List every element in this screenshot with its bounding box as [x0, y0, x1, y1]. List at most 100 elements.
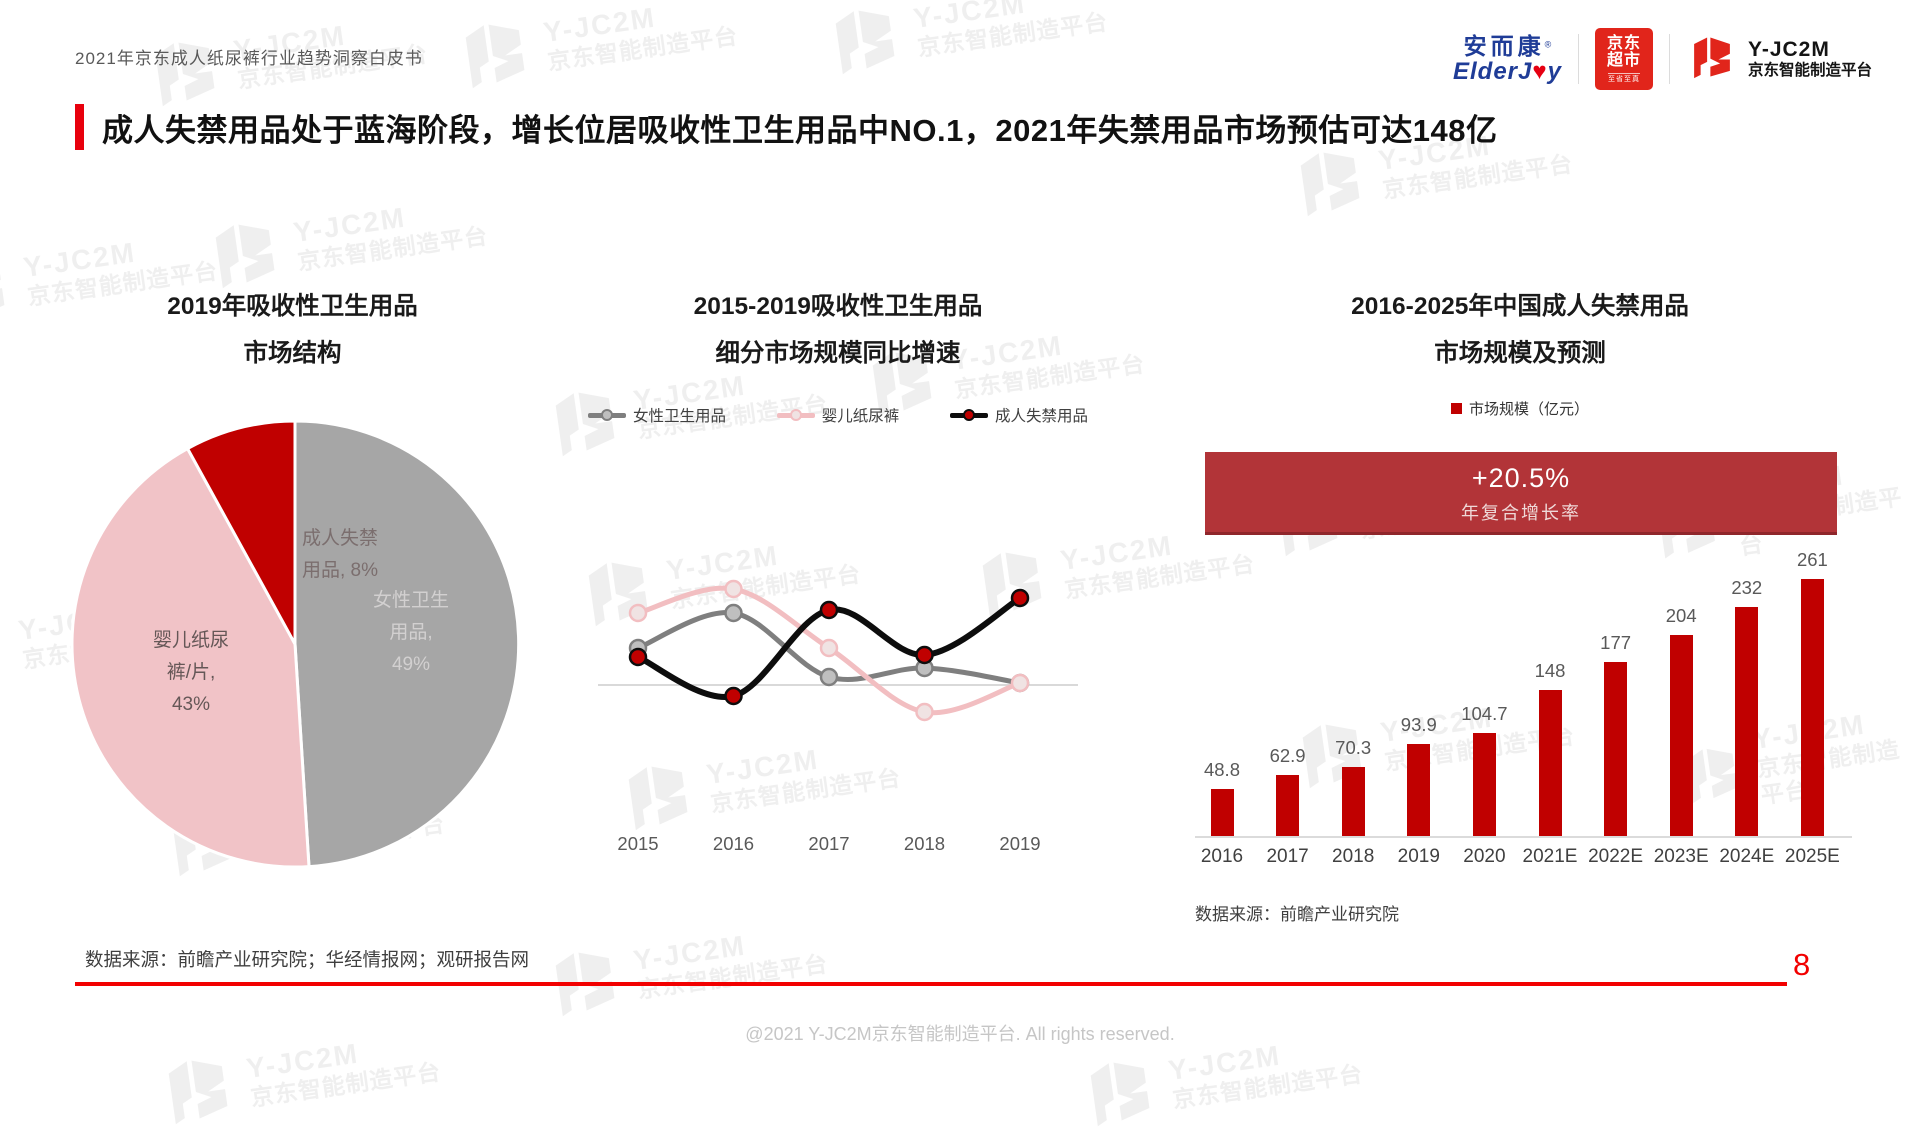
- headline-block: 成人失禁用品处于蓝海阶段，增长位居吸收性卫生用品中NO.1，2021年失禁用品市…: [75, 104, 1498, 150]
- footer-divider-line: [75, 982, 1787, 986]
- bar-value-label: 104.7: [1461, 703, 1508, 724]
- bar-value-label: 261: [1796, 549, 1828, 570]
- pie-label-female-hygiene: 女性卫生 用品, 49%: [372, 590, 449, 675]
- legend-marker-icon: [776, 408, 815, 422]
- bar-chart-legend: 市场规模（亿元）: [1190, 398, 1850, 419]
- bar-category-label: 2025E: [1784, 846, 1840, 867]
- legend-item-baby-diaper: 婴儿纸尿裤: [776, 404, 899, 426]
- line-chart-legend: 女性卫生用品 婴儿纸尿裤 成人失禁用品: [588, 404, 1088, 426]
- page-number: 8: [1793, 947, 1811, 982]
- data-point: [628, 603, 648, 623]
- jd-line1: 京东: [1606, 34, 1641, 52]
- cagr-value: +20.5%: [1471, 463, 1571, 493]
- pie-slice: [70, 447, 311, 869]
- elderjoy-en-tail: y: [1547, 57, 1562, 85]
- bar-title-line2: 市场规模及预测: [1434, 340, 1606, 367]
- page-title: 成人失禁用品处于蓝海阶段，增长位居吸收性卫生用品中NO.1，2021年失禁用品市…: [102, 112, 1498, 148]
- legend-square-icon: [1450, 403, 1462, 414]
- line-x-label: 2019: [999, 833, 1041, 854]
- pie-chart-title: 2019年吸收性卫生用品 市场结构: [70, 283, 515, 377]
- elderjoy-cn: 安而康: [1463, 33, 1545, 59]
- line-x-label: 2016: [712, 833, 755, 854]
- data-point: [819, 667, 839, 687]
- pie-chart: [70, 419, 521, 869]
- data-point: [819, 600, 839, 620]
- line-title-line1: 2015-2019吸收性卫生用品: [693, 293, 983, 320]
- bar-category-label: 2023E: [1653, 846, 1709, 867]
- bar-2017: [1276, 775, 1300, 837]
- legend-item-adult-incontinence: 成人失禁用品: [949, 404, 1088, 426]
- bar-value-label: 148: [1534, 660, 1566, 681]
- data-point: [724, 686, 743, 706]
- bar-value-label: 93.9: [1400, 714, 1437, 735]
- bar-2018: [1341, 767, 1365, 837]
- legend-marker-icon: [949, 408, 988, 422]
- bar-category-label: 2024E: [1719, 846, 1775, 867]
- bar-category-label: 2022E: [1588, 846, 1644, 867]
- legend-marker-icon: [588, 408, 626, 422]
- pie-slice: [186, 419, 297, 646]
- legend-item-female-hygiene: 女性卫生用品: [588, 404, 726, 426]
- bar-2016: [1210, 789, 1234, 837]
- data-point: [915, 645, 934, 665]
- bar-category-label: 2019: [1397, 846, 1440, 867]
- bar-category-label: 2016: [1200, 846, 1244, 867]
- copyright-note: @2021 Y-JC2M京东智能制造平台. All rights reserve…: [745, 1024, 1175, 1044]
- yjc2m-logo-icon: [1686, 31, 1738, 88]
- bar-2025E: [1800, 579, 1824, 837]
- headline-accent-bar: [75, 104, 84, 150]
- document-title: 2021年京东成人纸尿裤行业趋势洞察白皮书: [75, 49, 423, 68]
- cagr-label: 年复合增长率: [1461, 503, 1581, 523]
- pie-title-line1: 2019年吸收性卫生用品: [167, 293, 418, 320]
- bar-value-label: 232: [1731, 577, 1763, 598]
- jd-slogan: 至省至真: [1607, 72, 1640, 84]
- bar-category-label: 2020: [1463, 846, 1506, 867]
- data-point: [915, 702, 934, 722]
- bar-2021E: [1538, 690, 1562, 837]
- pie-label-adult-incontinence: 成人失禁 用品, 8%: [301, 528, 379, 581]
- bar-value-label: 204: [1665, 605, 1697, 626]
- elderjoy-logo: 安而康® ElderJ♥y: [1453, 34, 1562, 84]
- pie-slice: [293, 419, 521, 869]
- bar-chart-source: 数据来源：前瞻产业研究院: [1195, 905, 1399, 924]
- yjc2m-name: Y-JC2M: [1747, 38, 1830, 62]
- pie-label-baby-diaper: 婴儿纸尿 裤/片, 43%: [152, 630, 229, 715]
- logo-area: 安而康® ElderJ♥y 京东 超市 至省至真 Y-JC2M 京东智能制造平台: [1453, 26, 1872, 92]
- line-x-label: 2017: [808, 833, 850, 854]
- bar-value-label: 177: [1600, 632, 1632, 653]
- jd-supermarket-logo: 京东 超市 至省至真: [1594, 28, 1653, 90]
- yjc2m-subname: 京东智能制造平台: [1747, 62, 1872, 80]
- data-point: [1010, 588, 1030, 608]
- bar-value-label: 62.9: [1269, 745, 1306, 766]
- data-point: [1010, 673, 1030, 693]
- cagr-banner: +20.5% 年复合增长率: [1205, 452, 1837, 535]
- line-x-label: 2018: [903, 833, 946, 854]
- data-point: [724, 579, 743, 599]
- elderjoy-en: ElderJ: [1453, 57, 1533, 85]
- bar-2020: [1472, 733, 1496, 837]
- data-point: [628, 647, 648, 667]
- bar-category-label: 2021E: [1522, 846, 1578, 867]
- data-point: [819, 638, 839, 658]
- jd-line2: 超市: [1606, 52, 1641, 70]
- heart-icon: ♥: [1532, 57, 1548, 85]
- pie-title-line2: 市场结构: [243, 340, 342, 367]
- bar-chart-plot: 48.8 62.9 70.3 93.9 104.7 148 177 204 232 261: [1190, 549, 1852, 837]
- bar-2024E: [1735, 607, 1759, 837]
- bar-value-label: 70.3: [1335, 737, 1372, 758]
- registered-mark-icon: ®: [1544, 39, 1552, 50]
- bar-category-label: 2018: [1332, 846, 1375, 867]
- data-point: [724, 603, 743, 623]
- bar-2019: [1407, 744, 1431, 837]
- bar-2022E: [1604, 662, 1628, 837]
- line-chart: [598, 579, 1078, 722]
- bar-category-label: 2017: [1266, 846, 1309, 867]
- bar-title-line1: 2016-2025年中国成人失禁用品: [1351, 293, 1689, 320]
- bar-2023E: [1669, 635, 1693, 837]
- bar-value-label: 48.8: [1203, 759, 1240, 780]
- data-source-note: 数据来源：前瞻产业研究院；华经情报网；观研报告网: [85, 949, 530, 970]
- line-title-line2: 细分市场规模同比增速: [715, 340, 961, 367]
